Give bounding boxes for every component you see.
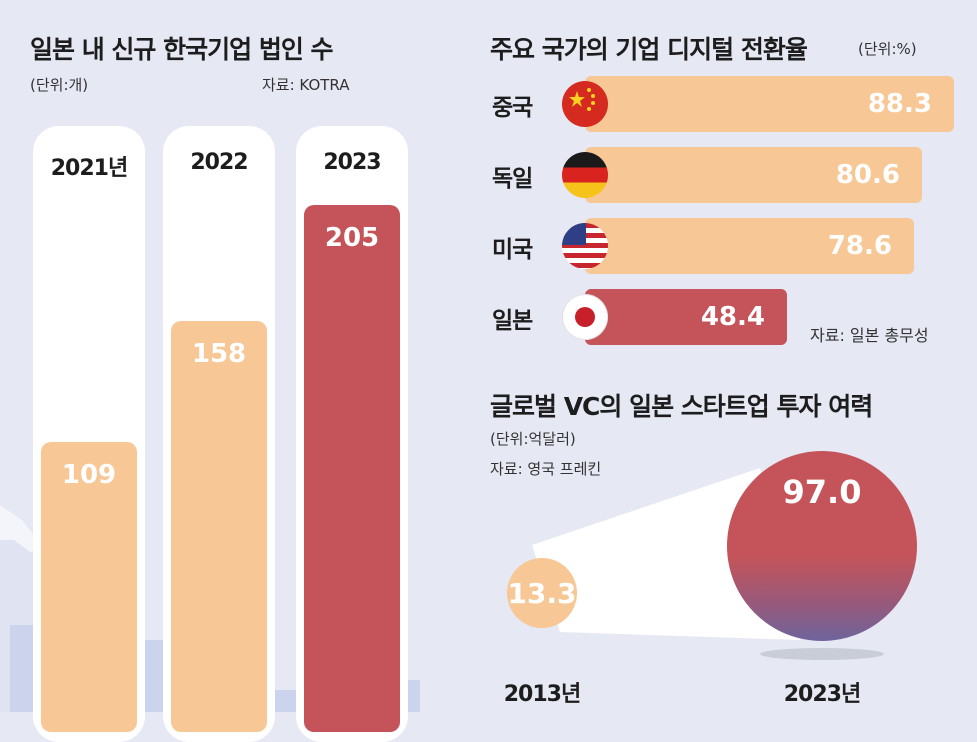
japan-flag-icon <box>562 294 608 340</box>
column-bar <box>304 205 400 732</box>
bubble-value-label: 13.3 <box>507 576 577 610</box>
year-label: 2021년 <box>50 156 128 181</box>
chart2-title: 주요 국가의 기업 디지털 전환율 <box>490 35 808 64</box>
rate-bar: 88.3 <box>585 76 954 132</box>
bubble-value-label: 97.0 <box>782 473 862 511</box>
chart3-title: 글로벌 VC의 일본 스타트업 투자 여력 <box>490 392 873 421</box>
china-flag-icon <box>562 81 608 127</box>
chart3-unit: (단위:억달러) <box>490 430 576 448</box>
year-label: 2023 <box>323 150 381 175</box>
usa-flag-icon <box>562 223 608 269</box>
bubble-year-label: 2023년 <box>783 682 861 707</box>
chart1-title: 일본 내 신규 한국기업 법인 수 <box>30 35 334 64</box>
rate-value-label: 88.3 <box>867 89 932 119</box>
rate-bar: 48.4 <box>585 289 787 345</box>
rate-value-label: 48.4 <box>700 302 765 332</box>
rate-bar: 78.6 <box>585 218 914 274</box>
bubble-2023: 97.0 <box>727 451 917 641</box>
column-value-label: 158 <box>191 339 247 369</box>
column-value-label: 109 <box>61 460 117 490</box>
year-label: 2022 <box>190 150 248 175</box>
chart1-source: 자료: KOTRA <box>262 76 350 94</box>
column-bar <box>171 321 267 732</box>
country-label: 독일 <box>492 166 533 192</box>
chart1-unit: (단위:개) <box>30 76 89 94</box>
rate-bar: 80.6 <box>585 147 922 203</box>
bubble-2013: 13.3 <box>507 558 577 628</box>
country-label: 미국 <box>492 237 533 263</box>
rate-value-label: 80.6 <box>835 160 900 190</box>
chart3-source: 자료: 영국 프레킨 <box>490 460 602 478</box>
column-bar <box>41 442 137 732</box>
germany-flag-icon <box>562 152 608 198</box>
bubble-shadow-2023 <box>760 648 884 660</box>
bubble-year-label: 2013년 <box>503 682 581 707</box>
chart2-unit: (단위:%) <box>858 40 917 58</box>
rate-value-label: 78.6 <box>827 231 892 261</box>
chart2-source: 자료: 일본 총무성 <box>810 326 929 345</box>
column-value-label: 205 <box>324 223 380 253</box>
country-label: 중국 <box>492 95 533 121</box>
country-label: 일본 <box>492 308 533 334</box>
